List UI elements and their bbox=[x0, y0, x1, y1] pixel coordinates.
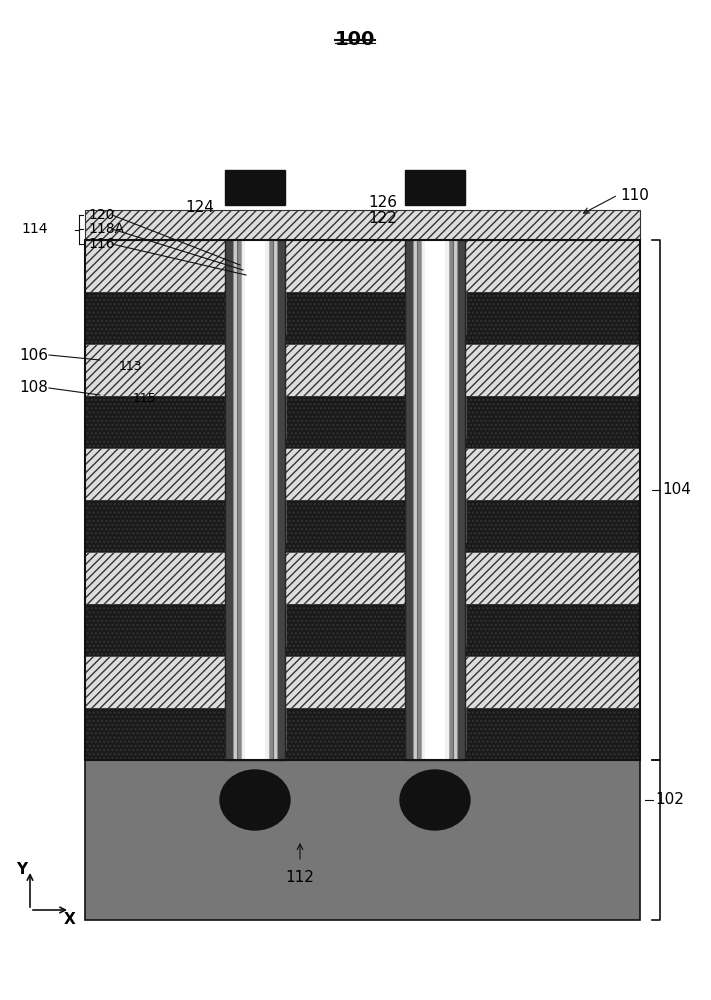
Bar bbox=[241, 240, 269, 760]
Text: 120: 120 bbox=[88, 208, 114, 222]
Bar bbox=[405, 708, 418, 750]
Bar bbox=[421, 240, 449, 760]
Ellipse shape bbox=[220, 770, 290, 830]
Bar bbox=[85, 656, 640, 708]
Text: 112: 112 bbox=[286, 870, 314, 885]
Text: 100: 100 bbox=[335, 30, 375, 49]
Text: 113: 113 bbox=[118, 360, 141, 373]
Bar bbox=[405, 396, 418, 438]
Bar bbox=[225, 396, 238, 438]
Bar bbox=[273, 604, 286, 646]
Text: Y: Y bbox=[16, 862, 28, 878]
Bar bbox=[405, 604, 418, 646]
Bar bbox=[85, 604, 640, 656]
Bar bbox=[405, 170, 465, 205]
Bar bbox=[453, 708, 466, 750]
Bar bbox=[225, 170, 285, 205]
Bar bbox=[85, 448, 640, 500]
Bar bbox=[405, 500, 418, 542]
Bar bbox=[225, 500, 238, 542]
Text: 115: 115 bbox=[133, 391, 157, 404]
Bar bbox=[233, 240, 277, 760]
Bar bbox=[85, 344, 640, 396]
Bar bbox=[85, 240, 640, 292]
Bar bbox=[237, 240, 273, 760]
Bar bbox=[453, 396, 466, 438]
Ellipse shape bbox=[400, 770, 470, 830]
Text: 122: 122 bbox=[368, 211, 397, 226]
Text: 126: 126 bbox=[368, 195, 397, 210]
Bar bbox=[453, 500, 466, 542]
Text: 116: 116 bbox=[88, 237, 114, 251]
Bar bbox=[273, 500, 286, 542]
Bar bbox=[245, 240, 265, 760]
Bar bbox=[273, 292, 286, 334]
Text: 114: 114 bbox=[21, 222, 48, 236]
Bar bbox=[85, 210, 640, 240]
Text: 118A: 118A bbox=[88, 222, 124, 236]
Bar bbox=[85, 500, 640, 552]
Bar bbox=[85, 240, 640, 760]
Text: 108: 108 bbox=[19, 380, 48, 395]
Bar bbox=[85, 396, 640, 448]
Text: 104: 104 bbox=[662, 483, 691, 497]
Bar bbox=[85, 552, 640, 604]
Bar bbox=[413, 240, 457, 760]
Text: 110: 110 bbox=[620, 188, 649, 202]
Text: X: X bbox=[64, 912, 76, 928]
Text: 124: 124 bbox=[186, 200, 215, 215]
Bar bbox=[85, 292, 640, 344]
Bar bbox=[225, 708, 238, 750]
Bar bbox=[405, 240, 465, 760]
Bar bbox=[85, 760, 640, 920]
Bar bbox=[225, 604, 238, 646]
Text: 102: 102 bbox=[655, 792, 684, 808]
Bar bbox=[425, 240, 445, 760]
Bar bbox=[405, 292, 418, 334]
Bar bbox=[225, 240, 285, 760]
Bar bbox=[453, 604, 466, 646]
Bar bbox=[273, 396, 286, 438]
Text: 106: 106 bbox=[19, 348, 48, 362]
Bar bbox=[273, 708, 286, 750]
Bar bbox=[417, 240, 453, 760]
Bar bbox=[85, 708, 640, 760]
Bar bbox=[453, 292, 466, 334]
Bar bbox=[225, 292, 238, 334]
